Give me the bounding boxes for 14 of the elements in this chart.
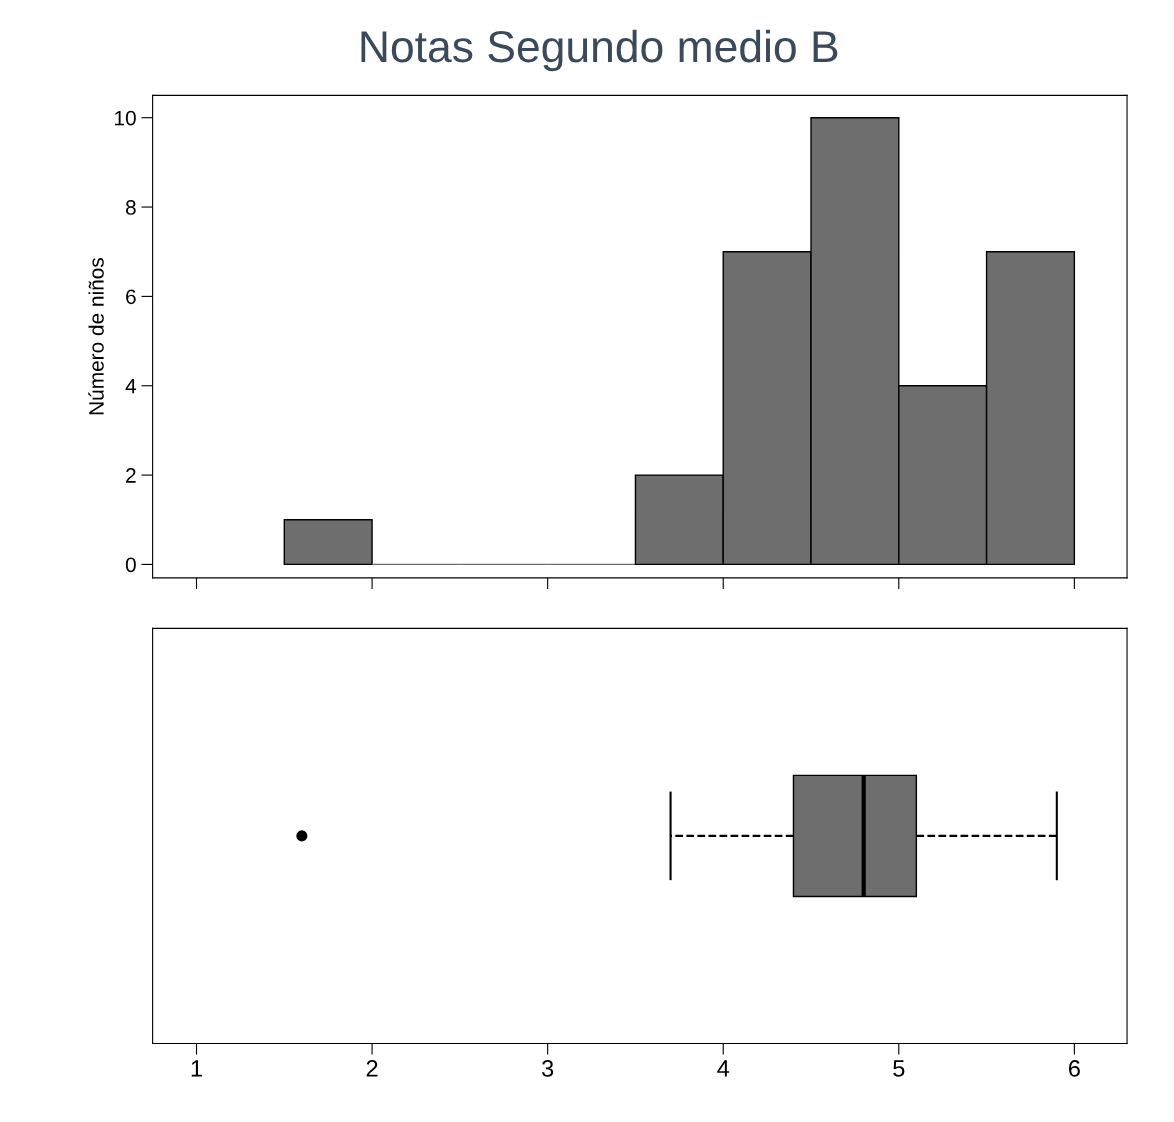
y-tick-label: 4 [125,378,137,394]
y-axis-title: Número de niños [88,258,104,415]
y-tick-label: 10 [115,110,136,126]
y-tick-label: 8 [125,200,136,215]
y-tick-label: 0 [125,557,136,573]
x-tick-label: 1 [191,1060,202,1077]
x-tick-label: 5 [893,1060,905,1077]
chart-title: Notas Segundo medio B [361,29,838,72]
y-tick-label: 6 [126,289,136,305]
y-tick-label: 2 [126,468,136,483]
x-tick-label: 6 [1069,1060,1080,1077]
x-tick-label: 2 [366,1060,378,1077]
x-tick-label: 3 [541,1060,554,1077]
x-tick-label: 4 [717,1060,730,1077]
